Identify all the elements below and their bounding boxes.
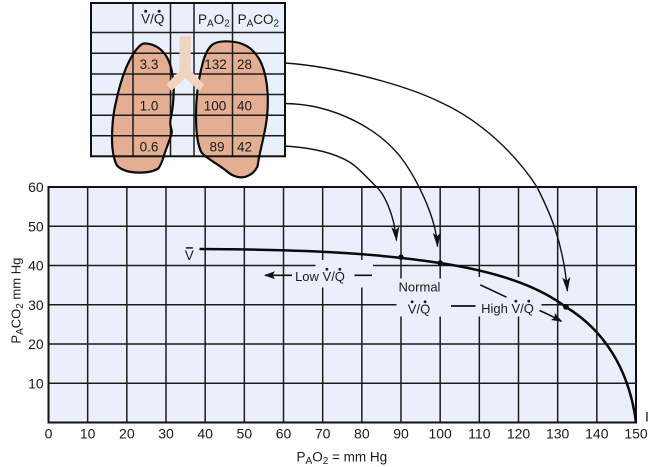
svg-text:Normal: Normal <box>399 280 441 295</box>
svg-text:50: 50 <box>28 218 44 234</box>
svg-text:140: 140 <box>585 426 609 442</box>
svg-text:50: 50 <box>237 426 253 442</box>
svg-text:V/Q: V/Q <box>141 12 164 27</box>
svg-text:120: 120 <box>507 426 531 442</box>
svg-text:V/Q: V/Q <box>408 302 430 317</box>
svg-text:90: 90 <box>393 426 409 442</box>
svg-text:30: 30 <box>28 297 44 313</box>
svg-text:20: 20 <box>28 336 44 352</box>
svg-text:40: 40 <box>197 426 213 442</box>
svg-text:0.6: 0.6 <box>140 139 159 154</box>
svg-text:60: 60 <box>28 179 44 195</box>
svg-text:V: V <box>185 248 194 263</box>
svg-text:28: 28 <box>237 57 252 72</box>
svg-text:30: 30 <box>158 426 174 442</box>
svg-text:PACO2 mm Hg: PACO2 mm Hg <box>9 258 27 344</box>
svg-text:110: 110 <box>468 426 491 442</box>
svg-text:0: 0 <box>45 426 53 442</box>
svg-text:10: 10 <box>80 426 96 442</box>
svg-text:132: 132 <box>204 57 227 72</box>
svg-text:100: 100 <box>204 98 227 113</box>
svg-text:PACO2: PACO2 <box>238 12 280 30</box>
svg-text:High V/Q: High V/Q <box>481 301 534 316</box>
svg-text:130: 130 <box>546 426 570 442</box>
svg-text:100: 100 <box>428 426 452 442</box>
svg-text:20: 20 <box>119 426 135 442</box>
svg-text:PAO2 = mm Hg: PAO2 = mm Hg <box>297 449 388 467</box>
svg-text:40: 40 <box>28 258 44 274</box>
svg-text:150: 150 <box>624 426 648 442</box>
svg-text:80: 80 <box>354 426 370 442</box>
svg-text:60: 60 <box>276 426 292 442</box>
svg-text:42: 42 <box>237 139 252 154</box>
svg-text:10: 10 <box>28 375 44 391</box>
svg-text:70: 70 <box>315 426 331 442</box>
svg-text:40: 40 <box>237 98 252 113</box>
svg-text:89: 89 <box>209 139 224 154</box>
svg-text:Low V/Q: Low V/Q <box>295 269 345 284</box>
svg-text:1.0: 1.0 <box>140 98 159 113</box>
svg-text:I: I <box>645 409 649 425</box>
svg-text:3.3: 3.3 <box>140 57 159 72</box>
svg-text:PAO2: PAO2 <box>198 12 230 30</box>
